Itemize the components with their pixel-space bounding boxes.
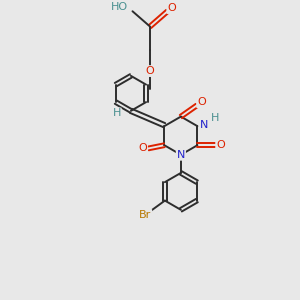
Text: O: O [197,97,206,107]
Text: O: O [216,140,225,150]
Text: Br: Br [139,210,151,220]
Text: O: O [146,66,154,76]
Text: O: O [167,3,176,13]
Text: N: N [177,150,185,160]
Text: H: H [211,113,219,123]
Text: H: H [112,108,121,118]
Text: O: O [138,143,147,153]
Text: N: N [200,119,208,130]
Text: HO: HO [111,2,128,12]
